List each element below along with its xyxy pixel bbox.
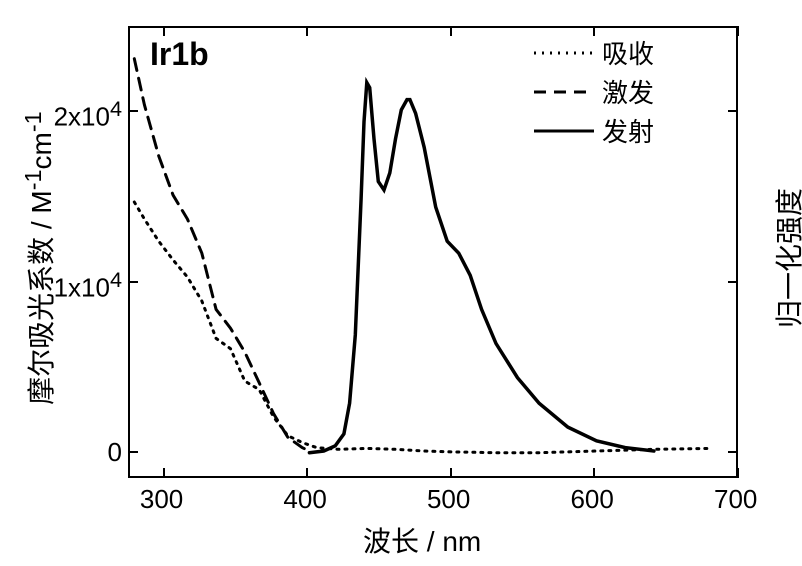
x-tick-mark-top <box>450 26 452 36</box>
x-tick-label: 300 <box>140 484 183 515</box>
x-tick-mark <box>306 468 308 478</box>
y-tick-mark-right <box>728 451 738 453</box>
y-right-axis-label: 归一化强度 <box>768 168 802 348</box>
y-left-axis-label: 摩尔吸光系数 / M-1cm-1 <box>20 88 60 428</box>
x-tick-mark <box>163 468 165 478</box>
x-tick-mark-top <box>163 26 165 36</box>
legend-label: 发射 <box>602 112 654 149</box>
x-tick-mark <box>450 468 452 478</box>
chart-title: Ir1b <box>150 36 209 73</box>
legend-entry: 发射 <box>534 112 654 149</box>
series-excitation <box>134 59 309 451</box>
x-tick-mark-top <box>306 26 308 36</box>
series-absorption <box>134 202 711 453</box>
x-tick-label: 400 <box>283 484 326 515</box>
y-tick-mark <box>128 281 138 283</box>
x-tick-label: 500 <box>427 484 470 515</box>
y-tick-mark <box>128 451 138 453</box>
y-tick-mark-right <box>728 110 738 112</box>
legend-label: 吸收 <box>602 34 654 71</box>
y-tick-mark-right <box>728 281 738 283</box>
x-tick-mark-top <box>737 26 739 36</box>
x-axis-label: 波长 / nm <box>363 520 481 560</box>
x-tick-mark-top <box>593 26 595 36</box>
legend-label: 激发 <box>602 73 654 110</box>
legend-line-sample <box>534 121 594 141</box>
legend-entry: 激发 <box>534 73 654 110</box>
y-tick-label: 2x104 <box>54 96 122 133</box>
x-tick-label: 600 <box>570 484 613 515</box>
legend: 吸收激发发射 <box>534 34 654 151</box>
x-tick-mark <box>593 468 595 478</box>
legend-line-sample <box>534 43 594 63</box>
y-tick-label: 0 <box>108 437 122 468</box>
x-tick-mark <box>737 468 739 478</box>
y-tick-mark <box>128 110 138 112</box>
spectral-chart: Ir1b 摩尔吸光系数 / M-1cm-1 归一化强度 波长 / nm 吸收激发… <box>0 0 802 566</box>
legend-entry: 吸收 <box>534 34 654 71</box>
x-tick-label: 700 <box>714 484 757 515</box>
legend-line-sample <box>534 82 594 102</box>
y-tick-label: 1x104 <box>54 267 122 304</box>
